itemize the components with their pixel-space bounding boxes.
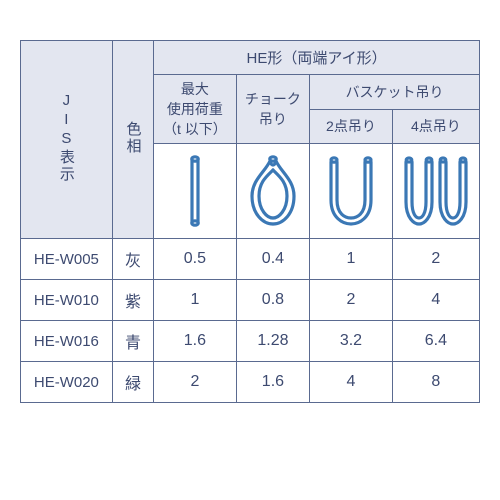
cell-choke: 1.28 <box>236 321 309 362</box>
cell-b2: 3.2 <box>310 321 393 362</box>
cell-b2: 2 <box>310 280 393 321</box>
hdr-jis: JIS表示 <box>21 41 113 239</box>
hdr-choke-label: チョーク吊り <box>245 91 301 127</box>
hdr-max-load: 最大使用荷重（t 以下） <box>154 75 237 144</box>
table-row: HE-W016 青 1.6 1.28 3.2 6.4 <box>21 321 480 362</box>
cell-color: 緑 <box>112 362 153 403</box>
hdr-pt4: 4点吊り <box>392 109 479 144</box>
cell-max: 1 <box>154 280 237 321</box>
cell-color: 青 <box>112 321 153 362</box>
cell-max: 0.5 <box>154 239 237 280</box>
cell-code: HE-W005 <box>21 239 113 280</box>
icon-basket-4pt <box>392 144 479 239</box>
icon-straight <box>154 144 237 239</box>
cell-code: HE-W020 <box>21 362 113 403</box>
hdr-choke: チョーク吊り <box>236 75 309 144</box>
hdr-basket: バスケット吊り <box>310 75 480 110</box>
cell-b4: 6.4 <box>392 321 479 362</box>
table-row: HE-W010 紫 1 0.8 2 4 <box>21 280 480 321</box>
hdr-color: 色相 <box>112 41 153 239</box>
cell-code: HE-W016 <box>21 321 113 362</box>
table-row: HE-W005 灰 0.5 0.4 1 2 <box>21 239 480 280</box>
cell-b2: 1 <box>310 239 393 280</box>
cell-b4: 8 <box>392 362 479 403</box>
cell-choke: 0.4 <box>236 239 309 280</box>
spec-table: JIS表示 色相 HE形（両端アイ形） 最大使用荷重（t 以下） チョーク吊り … <box>20 40 480 403</box>
cell-b2: 4 <box>310 362 393 403</box>
cell-b4: 4 <box>392 280 479 321</box>
cell-code: HE-W010 <box>21 280 113 321</box>
cell-choke: 1.6 <box>236 362 309 403</box>
table-row: HE-W020 緑 2 1.6 4 8 <box>21 362 480 403</box>
cell-color: 紫 <box>112 280 153 321</box>
hdr-shape-title: HE形（両端アイ形） <box>154 41 480 75</box>
cell-choke: 0.8 <box>236 280 309 321</box>
hdr-jis-label: JIS表示 <box>52 86 81 189</box>
icon-basket-2pt <box>310 144 393 239</box>
icon-choke <box>236 144 309 239</box>
hdr-max-load-label: 最大使用荷重（t 以下） <box>163 81 227 137</box>
cell-max: 1.6 <box>154 321 237 362</box>
cell-max: 2 <box>154 362 237 403</box>
cell-color: 灰 <box>112 239 153 280</box>
hdr-pt2: 2点吊り <box>310 109 393 144</box>
cell-b4: 2 <box>392 239 479 280</box>
hdr-color-label: 色相 <box>118 115 147 161</box>
